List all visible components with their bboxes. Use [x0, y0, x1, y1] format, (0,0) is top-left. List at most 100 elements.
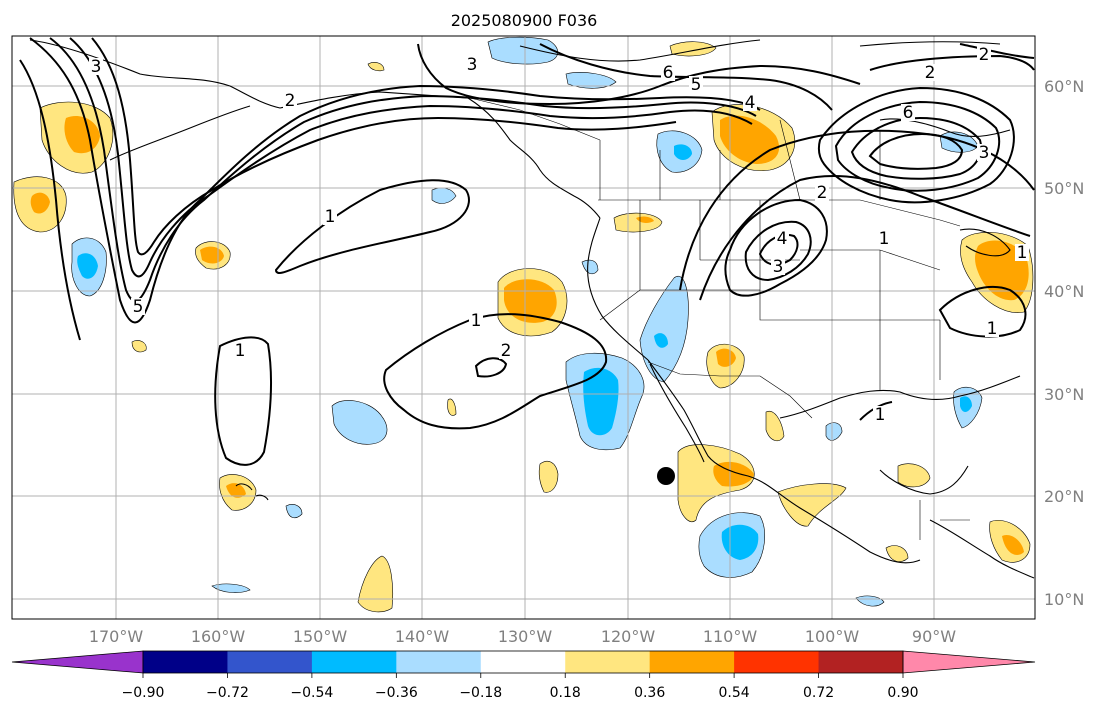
border-canada-provinces	[599, 119, 881, 201]
coastline-us-west	[587, 217, 649, 361]
contour-label-bg	[985, 320, 999, 337]
latitude-labels: 60°N 50°N 40°N 30°N 20°N 10°N	[1044, 77, 1084, 609]
latitude-label: 50°N	[1044, 179, 1084, 198]
neg-anomaly-core	[960, 396, 972, 412]
neg-anomaly-patch	[487, 36, 559, 65]
contour-line	[868, 132, 964, 170]
colorbar-segment	[143, 651, 228, 673]
contour-label: 2	[285, 91, 296, 111]
coastlines	[29, 39, 1035, 579]
pos-anomaly-patch	[357, 555, 393, 613]
contour-lines	[19, 37, 1035, 466]
contour-label-bg	[923, 64, 937, 81]
neg-anomaly-core	[674, 144, 692, 160]
coastline-yucatan	[879, 465, 969, 495]
colorbar-tick-label: 0.36	[634, 685, 665, 701]
neg-anomaly-patch	[331, 400, 388, 445]
colorbar-extend-low	[11, 650, 144, 674]
contour-label: 2	[925, 63, 936, 83]
longitude-labels: 170°W 160°W 150°W 140°W 130°W 120°W 110°W 100°W…	[89, 627, 956, 646]
contour-line	[474, 357, 508, 378]
contour-label-bg	[283, 92, 297, 109]
contour-label-bg	[771, 258, 785, 275]
contour-label-bg	[469, 312, 483, 329]
contour-line	[834, 100, 1001, 192]
contour-line	[29, 37, 761, 324]
colorbar-segment	[565, 651, 651, 673]
contour-label: 1	[325, 207, 336, 227]
neg-anomaly-patch	[639, 275, 689, 383]
contour-label-bg	[233, 342, 247, 359]
contour-label-bg	[131, 298, 145, 315]
contour-label-bg	[743, 94, 757, 111]
contour-label-bg	[977, 144, 991, 161]
coastline-hudson	[879, 118, 1011, 138]
coastline-gulf-mexico	[779, 375, 1021, 419]
border-us-states	[599, 200, 941, 390]
longitude-label: 150°W	[293, 627, 348, 646]
pos-anomaly-patch	[897, 463, 931, 488]
coastline-central-america	[929, 519, 1035, 579]
contour-label: 1	[471, 311, 482, 331]
contour-line	[49, 37, 757, 302]
neg-anomaly-patch	[565, 72, 617, 89]
pos-anomaly-core	[716, 348, 736, 367]
contour-label-bg	[873, 406, 887, 423]
contour-label-bg	[89, 58, 103, 75]
contour-line	[699, 175, 1031, 301]
contour-line	[417, 43, 861, 106]
figure-title: 2025080900 F036	[451, 11, 598, 30]
neg-anomaly-patch	[211, 583, 251, 593]
colorbar-segment	[734, 651, 820, 673]
colorbar-tick-label: 0.90	[887, 685, 918, 701]
colorbar-tick-label: −0.36	[375, 685, 418, 701]
contour-line	[938, 285, 1027, 338]
contour-line	[817, 86, 1015, 204]
latitude-label: 30°N	[1044, 385, 1084, 404]
longitude-label: 100°W	[805, 627, 860, 646]
coastline-aleutians	[109, 105, 251, 161]
colorbar-segment	[396, 651, 482, 673]
colorbar-segment	[818, 651, 904, 673]
coastline-alaska	[29, 39, 601, 219]
contour-label: 3	[979, 143, 990, 163]
colorbar-tick-label: −0.18	[459, 685, 502, 701]
border-mexico-states	[919, 500, 970, 540]
neg-anomaly-core	[721, 524, 759, 560]
colorbar-tick-label: 0.54	[719, 685, 750, 701]
contour-label-bg	[977, 46, 991, 63]
colorbar-tick-label: 0.72	[803, 685, 834, 701]
colorbar-outline	[142, 650, 904, 674]
neg-anomaly-core	[77, 253, 98, 279]
contour-label: 6	[663, 63, 674, 83]
contour-label-bg	[661, 64, 675, 81]
contour-label-bg	[1015, 244, 1029, 261]
contour-label: 4	[745, 93, 756, 113]
pos-anomaly-core	[636, 216, 654, 223]
contour-line	[69, 37, 753, 278]
colorbar-tick-label: 0.18	[550, 685, 581, 701]
latitude-label: 10°N	[1044, 590, 1084, 609]
colorbar-segment	[480, 651, 566, 673]
contour-label: 1	[1017, 243, 1028, 263]
neg-anomaly-patch	[855, 595, 885, 607]
longitude-label: 170°W	[89, 627, 144, 646]
longitude-label: 90°W	[912, 627, 956, 646]
pos-anomaly-core	[504, 279, 557, 323]
location-marker	[657, 467, 675, 485]
contour-label-bg	[323, 208, 337, 225]
map-frame	[11, 35, 1036, 620]
pos-anomaly-patch	[538, 461, 559, 493]
contour-line	[91, 37, 677, 256]
latitude-label: 20°N	[1044, 487, 1084, 506]
coastline-hawaii	[235, 483, 269, 501]
contour-label: 4	[777, 229, 788, 249]
neg-anomaly-patch	[285, 504, 303, 519]
pos-anomaly-core	[1002, 534, 1024, 555]
contour-label: 1	[987, 319, 998, 339]
contour-label-bg	[689, 76, 703, 93]
border-alaska-canada	[469, 97, 601, 141]
